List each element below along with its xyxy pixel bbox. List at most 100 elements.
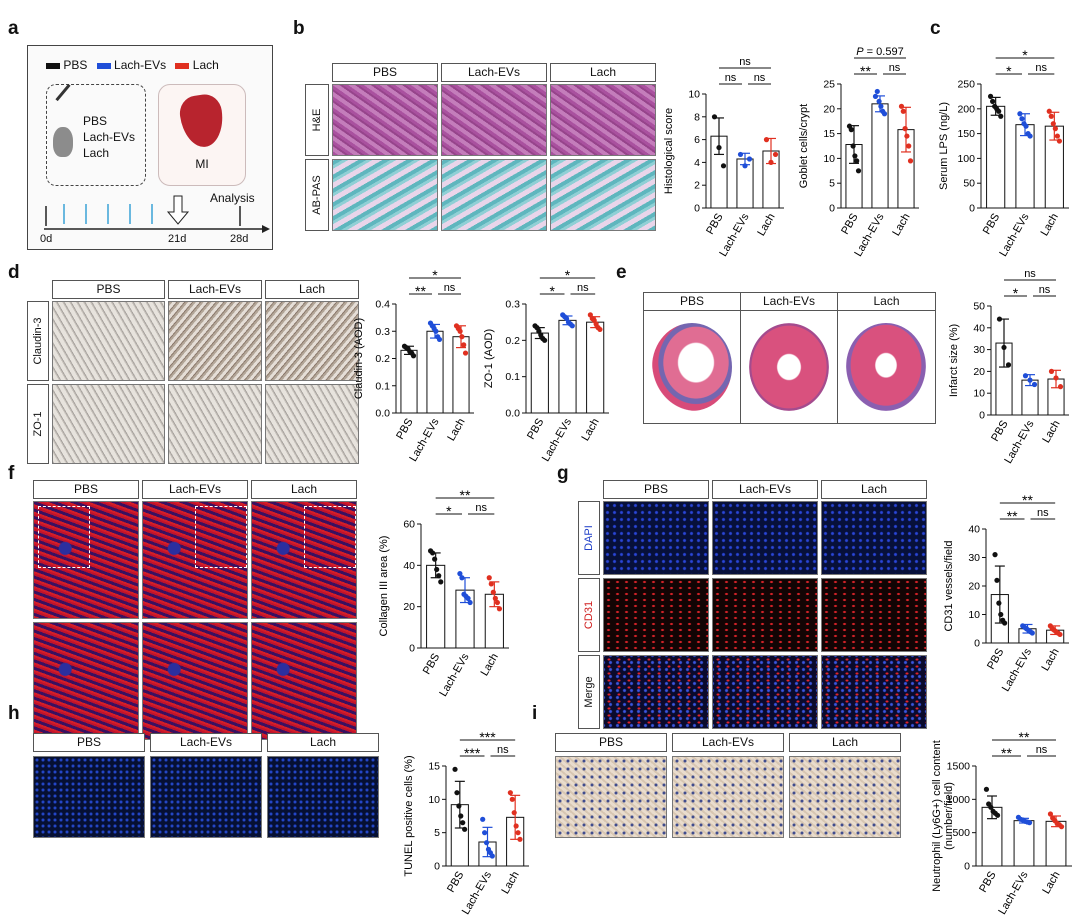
- data-point: [1027, 133, 1033, 139]
- y-tick-label: 20: [823, 103, 835, 115]
- y-axis-label: Neutrophil (Ly6G+) cell content: [931, 740, 943, 892]
- data-point: [459, 334, 465, 340]
- data-point: [489, 853, 495, 859]
- y-tick-label: 0.0: [505, 408, 520, 420]
- y-axis-label: CD31 vessels/field: [943, 540, 955, 631]
- significance-label: ns: [1035, 62, 1047, 74]
- data-point: [507, 790, 513, 796]
- significance-label: ns: [497, 744, 509, 756]
- image-abpas-lach: [550, 159, 656, 231]
- image-cd31-pbs: [603, 578, 709, 652]
- data-point: [763, 137, 770, 143]
- day-28: 28d: [230, 233, 249, 245]
- y-tick-label: 25: [823, 79, 835, 91]
- schematic-legend: PBS Lach-EVs Lach: [46, 58, 219, 72]
- significance-label: ns: [1039, 284, 1051, 296]
- y-axis-label: Goblet cells/crypt: [798, 104, 810, 188]
- data-point: [1001, 344, 1007, 351]
- col-header-lach-evs: Lach-EVs: [142, 480, 248, 499]
- data-point: [992, 552, 998, 558]
- data-point: [983, 786, 990, 792]
- image-heart-lach: [838, 311, 935, 423]
- y-axis-label: Histological score: [663, 108, 675, 194]
- y-tick-label: 0.1: [505, 371, 520, 383]
- y-axis-label: ZO-1 (AOD): [483, 329, 495, 388]
- data-point: [1029, 630, 1035, 636]
- y-tick-label: 10: [823, 153, 835, 165]
- data-point: [904, 133, 910, 139]
- data-point: [746, 156, 753, 162]
- image-dapi-lach-evs: [712, 501, 818, 575]
- significance-label: *: [432, 267, 438, 283]
- data-point: [569, 323, 575, 329]
- row-label-zo1: ZO-1: [27, 384, 49, 464]
- schematic-box: PBS Lach-EVs Lach PBS Lach-EVs Lach MI A…: [27, 45, 273, 250]
- significance-label: **: [1022, 492, 1033, 508]
- image-zo1-lach: [265, 384, 359, 464]
- x-tick-label: Lach-EVs: [437, 651, 471, 699]
- x-tick-label: Lach: [579, 417, 601, 444]
- col-header-lach-evs: Lach-EVs: [741, 293, 838, 311]
- image-cd31-lach-evs: [712, 578, 818, 652]
- data-point: [494, 599, 500, 606]
- col-header-lach-evs: Lach-EVs: [712, 480, 818, 499]
- data-point: [458, 813, 464, 819]
- row-label-abpas: AB-PAS: [305, 159, 329, 231]
- y-tick-label: 30: [968, 552, 980, 564]
- significance-label: **: [1007, 508, 1018, 524]
- image-collagen-lach-zoom: [251, 622, 357, 740]
- y-tick-label: 40: [968, 524, 980, 536]
- x-tick-label: PBS: [525, 417, 546, 442]
- day-21: 21d: [168, 233, 187, 245]
- data-point: [907, 158, 914, 164]
- y-tick-label: 1000: [947, 794, 971, 806]
- mi-label: MI: [195, 157, 209, 171]
- legend-label-lach-evs: Lach-EVs: [114, 58, 167, 72]
- data-point: [854, 158, 860, 164]
- data-point: [768, 159, 774, 165]
- y-tick-label: 15: [428, 761, 440, 773]
- bar-lach-evs: [871, 103, 889, 209]
- legend-swatch-pbs: [46, 62, 60, 69]
- data-point: [998, 611, 1004, 618]
- significance-label: *: [565, 267, 571, 283]
- data-point: [742, 163, 748, 169]
- data-point: [492, 595, 498, 601]
- y-tick-label: 0: [829, 203, 835, 215]
- data-point: [462, 350, 469, 356]
- data-point: [1031, 381, 1038, 388]
- data-point: [772, 151, 779, 158]
- y-tick-label: 30: [973, 344, 985, 356]
- x-tick-label: PBS: [989, 419, 1010, 444]
- data-point: [1046, 108, 1052, 114]
- tunel-grid-h: PBS Lach-EVs Lach: [33, 733, 379, 838]
- image-dapi-lach: [821, 501, 927, 575]
- treatment-lach-evs: Lach-EVs: [83, 130, 136, 144]
- data-point: [462, 826, 468, 832]
- image-collagen-lach-evs: [142, 501, 248, 619]
- x-tick-label: Lach: [1039, 212, 1061, 239]
- image-zo1-lach-evs: [168, 384, 262, 464]
- y-tick-label: 0.3: [375, 326, 390, 338]
- col-header-lach: Lach: [265, 280, 359, 299]
- significance-label: ns: [577, 282, 589, 294]
- treatment-box: PBS Lach-EVs Lach: [46, 83, 146, 186]
- data-point: [1027, 377, 1033, 383]
- col-header-pbs: PBS: [603, 480, 709, 499]
- col-header-pbs: PBS: [555, 733, 667, 752]
- y-tick-label: 2: [694, 180, 700, 192]
- row-label-claudin3: Claudin-3: [27, 301, 49, 381]
- treatment-list: PBS Lach-EVs Lach: [83, 113, 135, 161]
- panel-label-e: e: [616, 262, 627, 283]
- if-grid-g: PBS Lach-EVs Lach DAPI CD31 Merge: [578, 480, 927, 729]
- col-header-pbs: PBS: [33, 733, 145, 752]
- data-point: [452, 766, 458, 772]
- image-abpas-pbs: [332, 159, 438, 231]
- y-tick-label: 0: [979, 410, 985, 422]
- image-he-lach-evs: [441, 84, 547, 156]
- y-tick-label: 40: [973, 322, 985, 334]
- data-point: [432, 556, 438, 562]
- x-tick-label: PBS: [445, 870, 466, 895]
